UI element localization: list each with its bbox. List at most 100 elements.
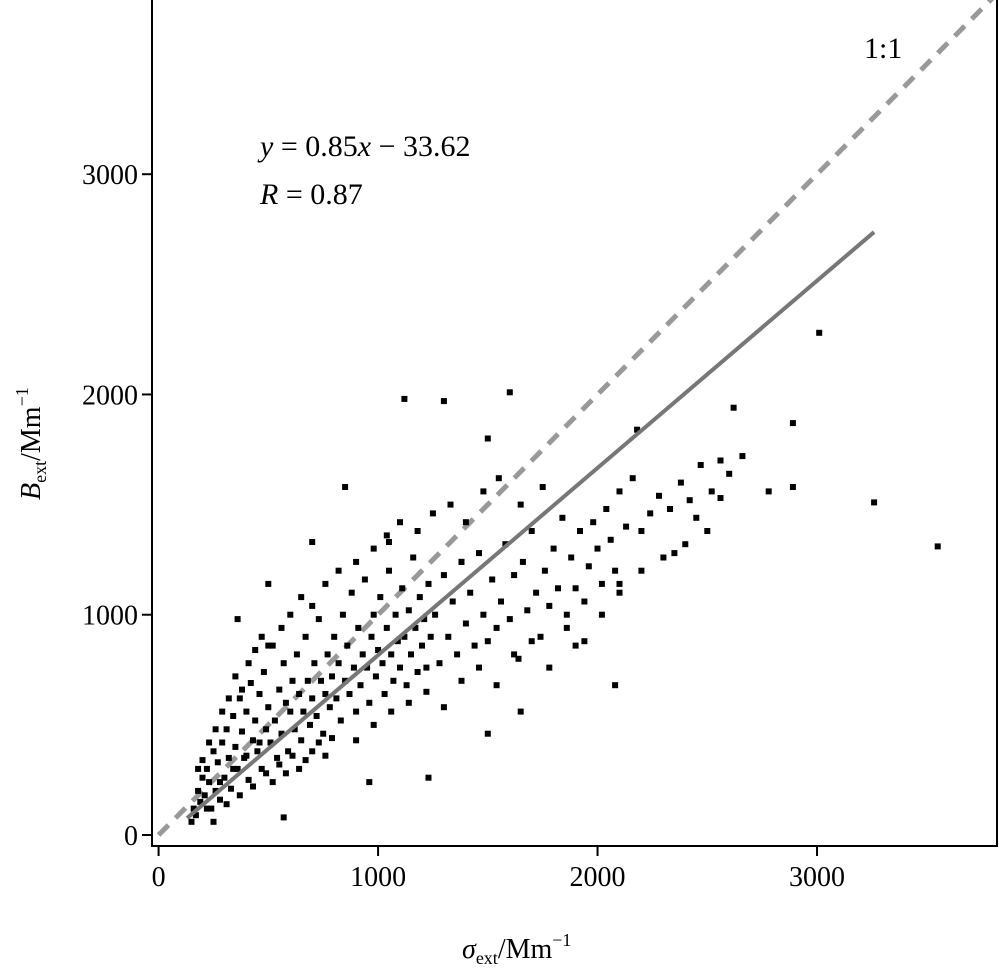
data-point	[572, 585, 579, 592]
data-point	[476, 664, 482, 671]
data-point	[300, 708, 307, 715]
data-point	[239, 728, 245, 735]
data-point	[350, 664, 357, 671]
data-point	[324, 651, 331, 658]
data-point	[296, 765, 303, 772]
data-point	[245, 660, 252, 667]
data-point	[386, 567, 392, 574]
data-point	[598, 580, 605, 587]
y-tick-label: 1000	[82, 601, 138, 632]
data-point	[511, 651, 518, 658]
data-point	[616, 580, 623, 587]
x-tick-label: 1000	[350, 862, 406, 893]
data-point	[219, 708, 226, 715]
data-point	[364, 664, 371, 671]
data-point	[484, 638, 491, 645]
data-point	[656, 492, 662, 499]
data-point	[440, 572, 447, 579]
data-point	[386, 539, 392, 545]
data-point	[458, 677, 465, 684]
data-point	[188, 818, 195, 825]
data-point	[388, 708, 395, 715]
data-point	[726, 470, 733, 477]
data-point	[423, 664, 430, 671]
x-axis-ticks: 0 1000 2000 3000	[152, 846, 845, 893]
data-point	[333, 695, 340, 702]
data-point	[383, 624, 390, 631]
data-point	[368, 633, 375, 640]
data-point	[361, 576, 368, 583]
data-point	[449, 598, 456, 605]
data-point	[484, 435, 491, 442]
data-point	[329, 735, 335, 742]
data-point	[346, 691, 353, 697]
data-point	[339, 611, 346, 618]
data-point	[260, 669, 267, 675]
data-point	[217, 779, 223, 786]
data-point	[603, 506, 610, 512]
data-point	[471, 642, 478, 649]
data-point	[280, 814, 287, 821]
data-point	[225, 754, 232, 761]
data-point	[342, 484, 349, 490]
data-point	[419, 642, 425, 649]
data-point	[206, 739, 213, 746]
data-point	[671, 550, 678, 557]
data-point	[370, 545, 377, 552]
data-point	[265, 704, 272, 711]
data-point	[506, 616, 513, 623]
data-point	[533, 589, 540, 596]
data-point	[414, 669, 421, 675]
data-point	[563, 611, 570, 618]
data-point	[440, 704, 447, 711]
data-point	[225, 695, 232, 702]
data-point	[489, 576, 496, 583]
data-point	[397, 664, 403, 671]
data-point	[223, 801, 230, 808]
data-point	[258, 765, 265, 772]
data-point	[480, 611, 487, 618]
data-point	[331, 633, 338, 640]
data-point	[480, 488, 487, 495]
data-point	[291, 726, 298, 733]
data-point	[577, 528, 583, 534]
data-point	[572, 642, 579, 649]
data-point	[322, 580, 329, 587]
data-point	[236, 792, 243, 799]
data-point	[616, 589, 623, 596]
data-point	[320, 730, 327, 737]
data-point	[789, 420, 796, 427]
data-point	[366, 699, 373, 706]
data-point	[717, 457, 724, 464]
data-point	[293, 651, 300, 658]
data-point	[546, 602, 553, 609]
data-point	[647, 510, 654, 517]
data-point	[199, 774, 206, 781]
data-point	[555, 585, 561, 592]
data-point	[282, 699, 289, 706]
data-point	[394, 638, 401, 645]
data-point	[408, 651, 414, 658]
data-point	[307, 721, 313, 728]
data-point	[353, 737, 360, 744]
data-point	[493, 624, 500, 631]
data-point	[429, 510, 436, 517]
data-point	[203, 805, 210, 812]
data-point	[686, 497, 693, 504]
x-tick-label: 0	[152, 862, 166, 893]
data-point	[519, 558, 526, 565]
y-tick-label: 2000	[82, 380, 138, 411]
data-point	[462, 620, 469, 627]
data-point	[318, 677, 324, 684]
data-point	[934, 543, 941, 550]
one-to-one-dashed-line	[156, 0, 995, 837]
data-point	[467, 589, 474, 596]
correlation-coefficient: R = 0.87	[259, 178, 363, 211]
data-point	[607, 536, 614, 543]
data-point	[329, 673, 335, 680]
data-point	[623, 523, 630, 530]
data-point	[454, 651, 461, 658]
data-point	[245, 776, 252, 783]
data-point	[274, 754, 281, 761]
data-point	[397, 519, 403, 526]
